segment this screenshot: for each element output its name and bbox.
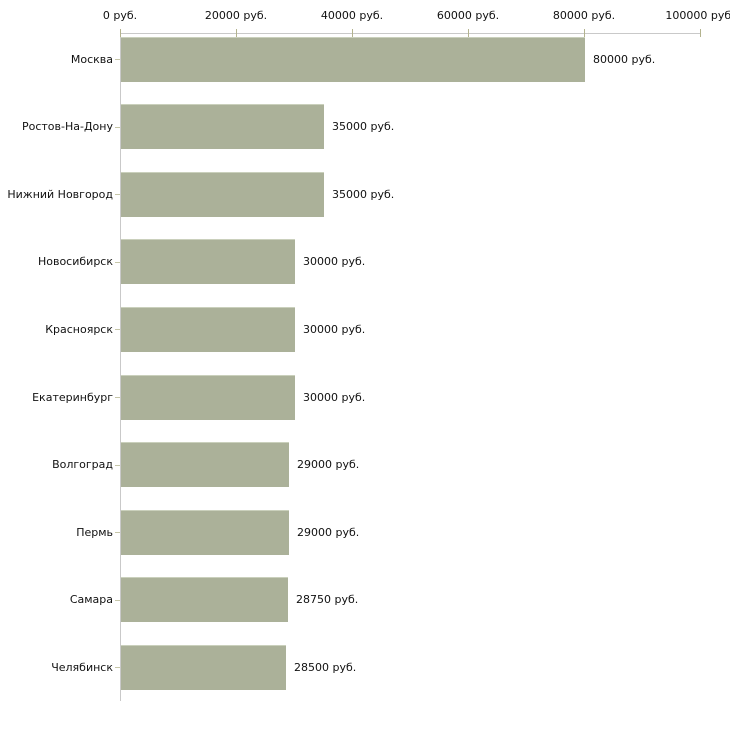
- x-tick-mark: [584, 29, 585, 37]
- bar: [121, 171, 324, 217]
- x-axis-tick-label: 0 руб.: [102, 9, 138, 22]
- value-label: 35000 руб.: [332, 120, 395, 134]
- y-tick-mark: [115, 194, 120, 195]
- value-label: 29000 руб.: [297, 525, 360, 539]
- value-label: 30000 руб.: [303, 322, 366, 336]
- x-axis-tick-label: 60000 руб.: [436, 9, 500, 22]
- category-label: Новосибирск: [37, 255, 113, 269]
- category-label: Самара: [69, 593, 113, 607]
- x-axis-line: [120, 33, 701, 34]
- category-label: Пермь: [76, 525, 113, 539]
- bar: [121, 36, 585, 82]
- bar: [121, 442, 289, 488]
- bar: [121, 104, 324, 150]
- value-label: 80000 руб.: [593, 52, 656, 66]
- x-axis-tick-label: 80000 руб.: [552, 9, 616, 22]
- category-label: Волгоград: [52, 458, 113, 472]
- category-label: Ростов-На-Дону: [21, 120, 113, 134]
- y-tick-mark: [115, 59, 120, 60]
- y-tick-mark: [115, 397, 120, 398]
- y-tick-mark: [115, 329, 120, 330]
- bar: [121, 577, 288, 623]
- value-label: 35000 руб.: [332, 187, 395, 201]
- y-tick-mark: [115, 600, 120, 601]
- bar: [121, 644, 286, 690]
- category-label: Москва: [70, 52, 113, 66]
- x-tick-mark: [120, 29, 121, 37]
- value-label: 30000 руб.: [303, 390, 366, 404]
- bar: [121, 239, 295, 285]
- bar: [121, 374, 295, 420]
- y-tick-mark: [115, 127, 120, 128]
- value-label: 28750 руб.: [296, 593, 359, 607]
- x-tick-mark: [352, 29, 353, 37]
- x-tick-mark: [236, 29, 237, 37]
- bar: [121, 509, 289, 555]
- x-axis-tick-label: 100000 руб.: [665, 9, 730, 22]
- x-axis-tick-label: 40000 руб.: [320, 9, 384, 22]
- value-label: 28500 руб.: [294, 660, 357, 674]
- y-tick-mark: [115, 262, 120, 263]
- bar: [121, 306, 295, 352]
- category-label: Нижний Новгород: [7, 187, 113, 201]
- y-axis-line: [120, 33, 121, 701]
- category-label: Челябинск: [51, 660, 113, 674]
- y-tick-mark: [115, 532, 120, 533]
- x-tick-mark: [468, 29, 469, 37]
- x-tick-mark: [700, 29, 701, 37]
- value-label: 29000 руб.: [297, 458, 360, 472]
- x-axis-tick-label: 20000 руб.: [204, 9, 268, 22]
- y-tick-mark: [115, 667, 120, 668]
- category-label: Красноярск: [45, 322, 113, 336]
- y-tick-mark: [115, 465, 120, 466]
- value-label: 30000 руб.: [303, 255, 366, 269]
- category-label: Екатеринбург: [32, 390, 113, 404]
